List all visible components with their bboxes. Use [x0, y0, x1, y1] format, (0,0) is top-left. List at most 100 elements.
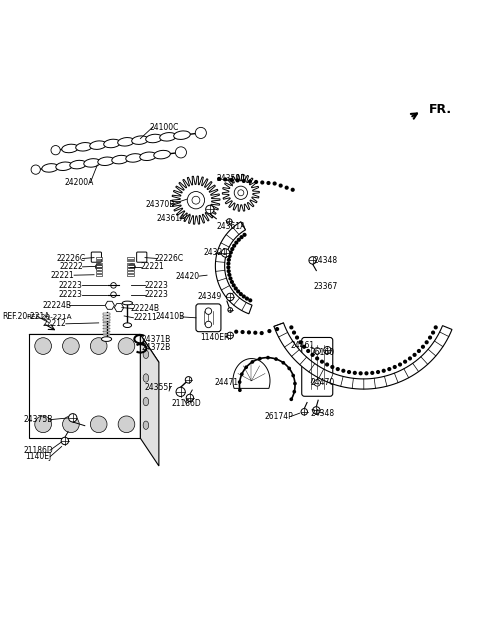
Circle shape	[227, 258, 231, 262]
Circle shape	[398, 363, 402, 367]
Circle shape	[234, 286, 238, 291]
Circle shape	[273, 181, 277, 186]
Text: 24348: 24348	[313, 256, 337, 265]
Circle shape	[425, 340, 429, 345]
Circle shape	[62, 416, 79, 433]
Text: 24461: 24461	[290, 341, 314, 350]
FancyBboxPatch shape	[196, 304, 221, 332]
Text: 22226C: 22226C	[56, 254, 85, 263]
Circle shape	[281, 361, 285, 365]
Circle shape	[234, 330, 238, 334]
Bar	[103, 331, 110, 332]
Circle shape	[96, 264, 102, 270]
Ellipse shape	[122, 301, 132, 305]
Circle shape	[228, 250, 233, 255]
Circle shape	[240, 372, 244, 376]
Text: 24372B: 24372B	[142, 343, 171, 352]
Circle shape	[228, 307, 232, 312]
Circle shape	[266, 356, 270, 359]
Circle shape	[238, 190, 244, 195]
Circle shape	[240, 235, 244, 239]
Polygon shape	[29, 334, 140, 438]
Bar	[103, 322, 110, 323]
Circle shape	[230, 247, 234, 251]
Circle shape	[289, 397, 293, 401]
Circle shape	[428, 336, 432, 340]
Circle shape	[242, 179, 246, 183]
Circle shape	[221, 249, 230, 257]
Circle shape	[217, 177, 221, 181]
Bar	[96, 268, 102, 270]
Circle shape	[187, 192, 204, 209]
Text: FR.: FR.	[429, 103, 453, 116]
Text: 1140ER: 1140ER	[200, 333, 229, 342]
Bar	[96, 257, 102, 258]
Circle shape	[205, 205, 214, 213]
Bar	[96, 262, 102, 264]
Bar	[96, 275, 102, 276]
Polygon shape	[216, 222, 252, 314]
Circle shape	[111, 283, 116, 288]
Circle shape	[412, 353, 417, 357]
Circle shape	[433, 325, 438, 329]
Text: 24420: 24420	[176, 271, 200, 280]
Circle shape	[311, 353, 314, 357]
Circle shape	[223, 177, 228, 181]
Text: 22223: 22223	[144, 281, 168, 290]
Circle shape	[266, 181, 271, 185]
Bar	[127, 257, 134, 258]
Ellipse shape	[98, 157, 114, 165]
Circle shape	[275, 327, 279, 331]
Circle shape	[35, 416, 51, 433]
Circle shape	[31, 165, 40, 174]
Circle shape	[236, 178, 240, 183]
Circle shape	[364, 371, 369, 376]
Circle shape	[51, 145, 60, 155]
Circle shape	[69, 413, 77, 422]
Ellipse shape	[112, 156, 128, 164]
Circle shape	[314, 348, 321, 354]
FancyBboxPatch shape	[137, 252, 147, 262]
Circle shape	[239, 292, 243, 296]
Text: 22224B: 22224B	[43, 301, 72, 310]
Bar	[127, 268, 134, 270]
Text: 24355F: 24355F	[144, 383, 173, 392]
Circle shape	[90, 416, 107, 433]
Circle shape	[376, 370, 380, 374]
Circle shape	[228, 254, 232, 258]
Text: 24348: 24348	[311, 409, 335, 418]
Text: 26160: 26160	[311, 349, 335, 358]
Bar	[103, 319, 110, 320]
Circle shape	[359, 371, 363, 376]
Ellipse shape	[143, 350, 149, 359]
Circle shape	[227, 293, 234, 301]
Circle shape	[234, 186, 248, 199]
Text: 24370B: 24370B	[145, 200, 175, 209]
Bar	[127, 260, 134, 262]
Circle shape	[267, 329, 272, 333]
Ellipse shape	[140, 152, 156, 161]
FancyBboxPatch shape	[91, 252, 101, 262]
Circle shape	[260, 181, 264, 185]
Ellipse shape	[146, 134, 162, 143]
Text: 22223: 22223	[144, 290, 168, 299]
Circle shape	[278, 183, 283, 188]
Text: 24375B: 24375B	[24, 415, 53, 424]
Text: 24200A: 24200A	[64, 178, 94, 187]
Bar	[103, 325, 110, 327]
Bar	[103, 316, 110, 318]
Circle shape	[309, 257, 316, 264]
Circle shape	[227, 262, 230, 266]
Circle shape	[431, 331, 435, 334]
Circle shape	[274, 358, 278, 361]
Circle shape	[417, 349, 421, 353]
Circle shape	[237, 238, 241, 242]
Bar	[96, 266, 102, 267]
Circle shape	[195, 127, 206, 138]
Circle shape	[260, 331, 264, 335]
Circle shape	[227, 332, 233, 339]
Circle shape	[315, 356, 319, 361]
Circle shape	[353, 371, 357, 375]
Circle shape	[175, 147, 186, 158]
Circle shape	[205, 308, 212, 314]
